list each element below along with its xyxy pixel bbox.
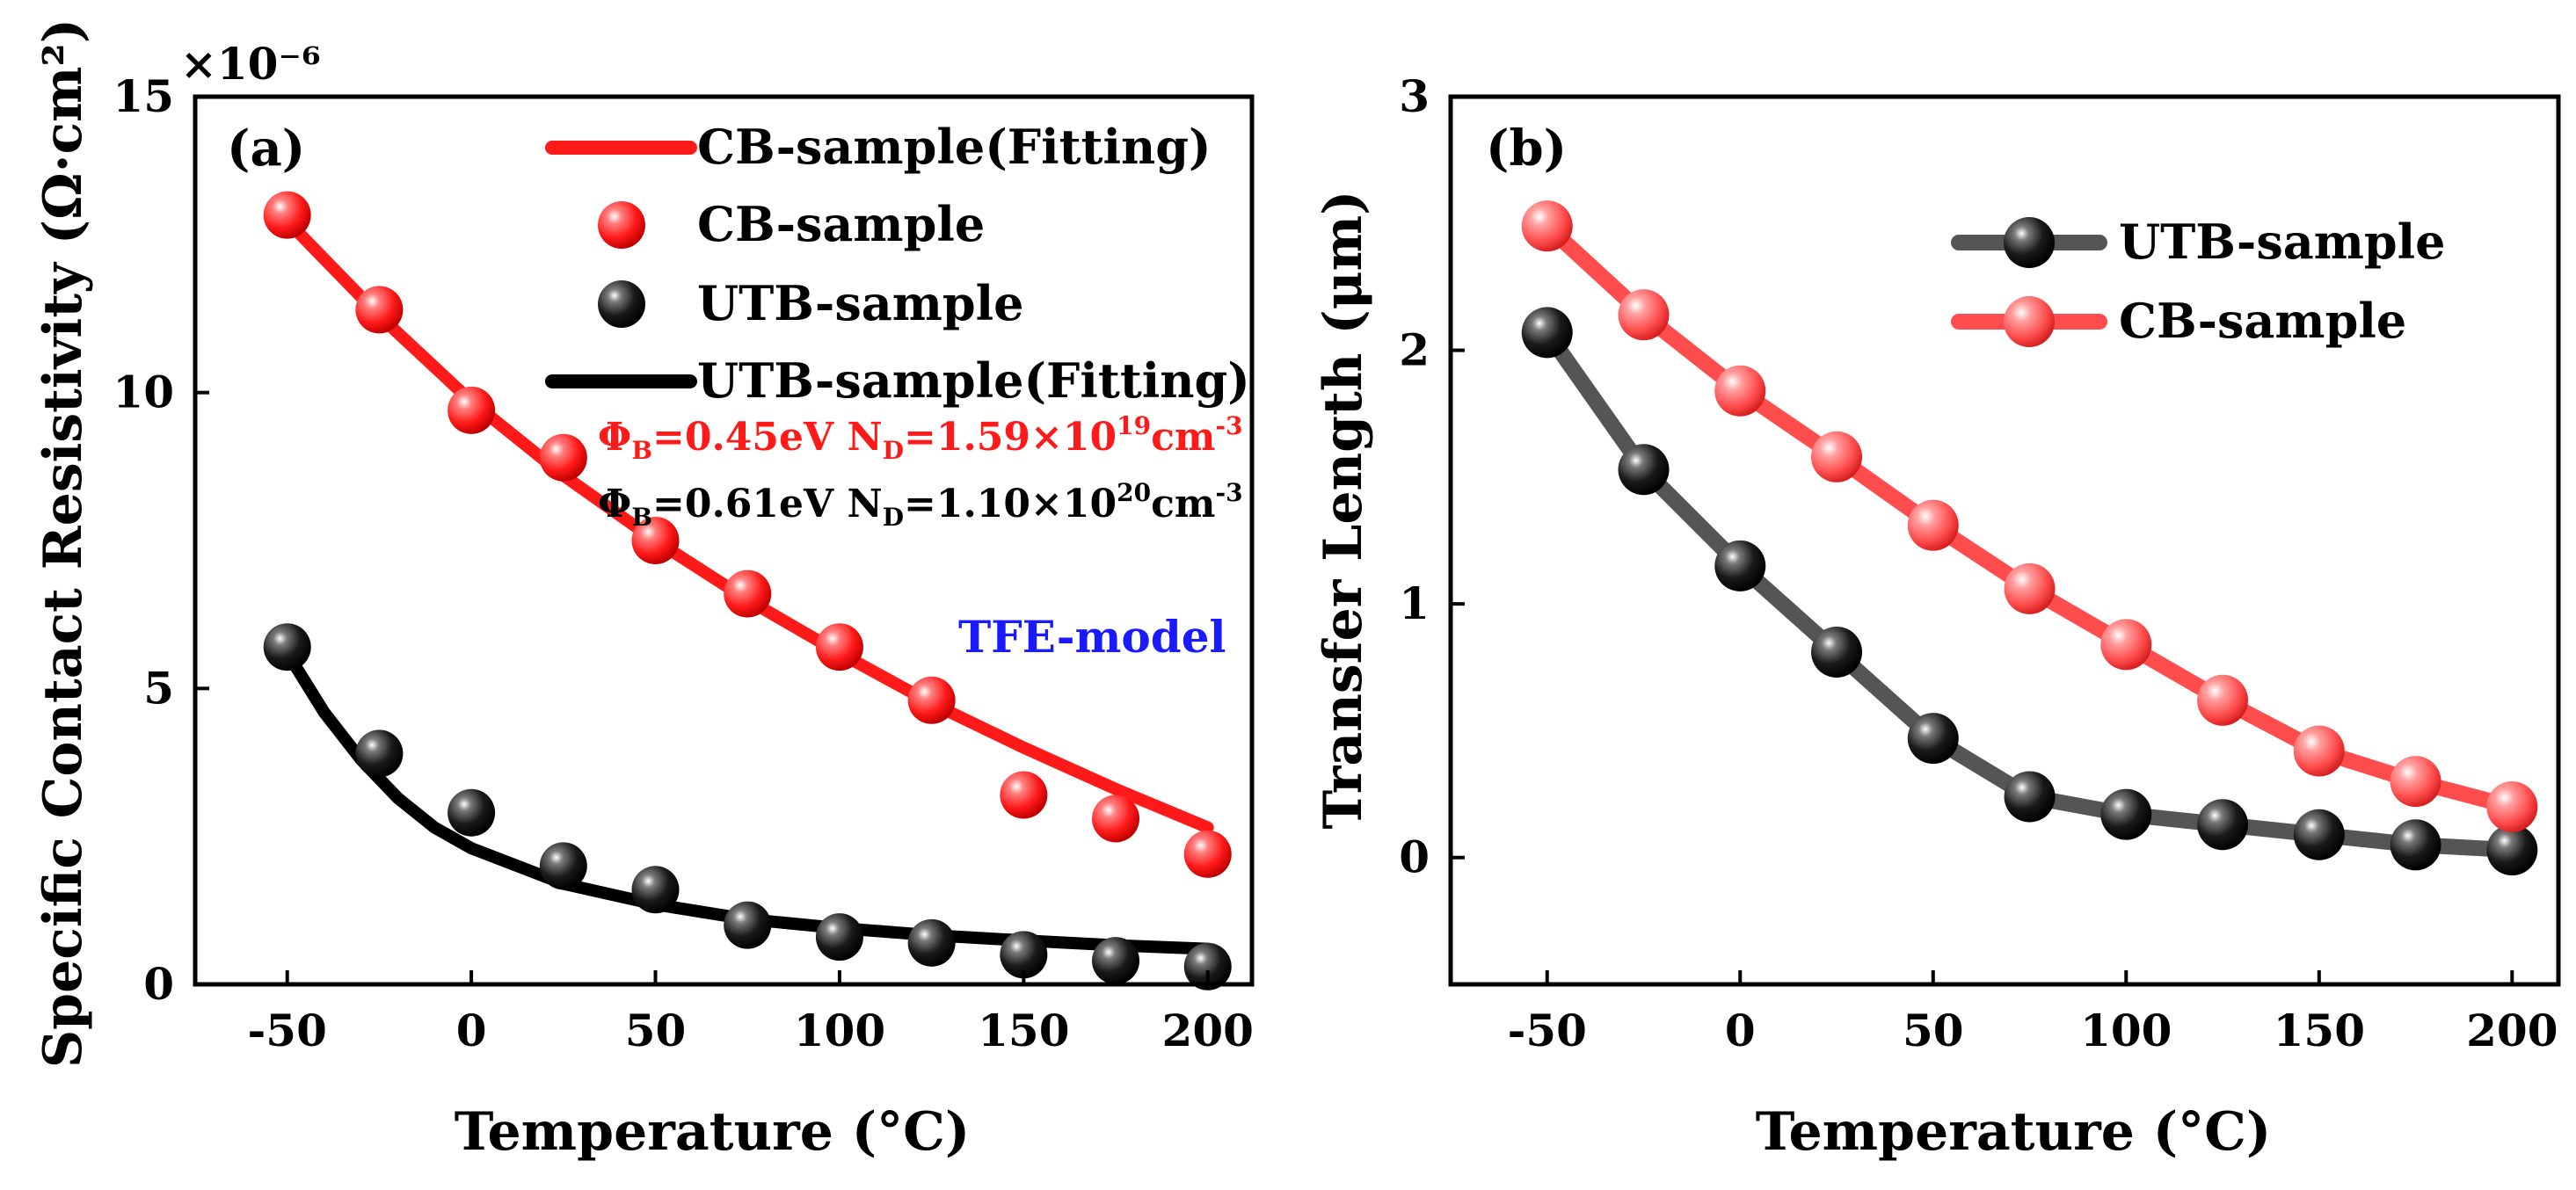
x-tick-label: 200 [1162, 1005, 1254, 1056]
cb-point [2100, 619, 2152, 671]
cb-point [2390, 756, 2441, 808]
cb-point [815, 623, 863, 671]
utb-point [2004, 771, 2056, 823]
cb-point [724, 570, 772, 618]
legend-b-utb-label: UTB-sample [2119, 214, 2446, 270]
cb-point [2004, 562, 2056, 614]
cb-point [907, 676, 956, 724]
cb-point [2197, 674, 2249, 726]
x-tick-label: 50 [1903, 1005, 1964, 1056]
cb-point [1907, 499, 1959, 551]
utb-point [448, 788, 496, 837]
y-tick-label: 2 [1399, 324, 1430, 376]
cb-point [1714, 365, 1766, 417]
utb-point [1000, 931, 1048, 979]
utb-point [1618, 444, 1670, 496]
utb-point [1714, 540, 1766, 591]
panel-a-label: (a) [227, 120, 305, 178]
panel-a-data-points [263, 191, 1232, 990]
legend-b-cb-marker [2004, 296, 2055, 347]
panel-a-x-axis-title: Temperature (°C) [455, 1101, 971, 1163]
cb-point [448, 386, 496, 434]
y-tick-label: 10 [113, 366, 174, 418]
x-tick-label: -50 [248, 1005, 327, 1056]
cb-point [1183, 830, 1232, 878]
x-tick-label: 0 [456, 1005, 487, 1056]
x-tick-label: 100 [794, 1005, 885, 1056]
utb-point [2390, 819, 2441, 871]
cb-point [631, 517, 680, 564]
cb-point [2486, 781, 2538, 832]
cb-point [1618, 289, 1670, 341]
panel-b-x-axis-title: Temperature (°C) [1756, 1101, 2272, 1163]
legend-utb-marker [598, 280, 645, 328]
y-tick-label: 5 [143, 662, 174, 714]
panel-a-ticks: -50 0 50 100 150 200 0 5 10 15 [113, 70, 1254, 1056]
utb-point [907, 918, 956, 967]
utb-point [1811, 626, 1863, 678]
utb-point [2486, 824, 2538, 876]
panel-a-y-multiplier: ×10⁻⁶ [180, 38, 321, 90]
legend-cb-label: CB-sample [697, 196, 985, 252]
utb-point [1907, 713, 1959, 765]
utb-point [631, 866, 680, 914]
utb-point [2197, 799, 2249, 851]
annotation-cb-params: ΦB=0.45eV ND=1.59×1019cm-3 [598, 411, 1243, 465]
panel-b-data-points [1521, 200, 2538, 876]
panel-b-y-axis-title: Transfer Length (μm) [1313, 190, 1374, 829]
y-tick-label: 1 [1399, 577, 1430, 629]
utb-point [1183, 942, 1232, 990]
utb-point [724, 901, 772, 949]
x-tick-label: 200 [2466, 1005, 2558, 1056]
utb-point [1521, 307, 1573, 359]
panel-b-plot-frame [1448, 94, 2561, 987]
panel-b-ticks: -50 0 50 100 150 200 0 1 2 3 [1399, 70, 2558, 1056]
legend-b-utb-marker [2004, 217, 2055, 268]
annotation-utb-params: ΦB=0.61eV ND=1.10×1020cm-3 [598, 478, 1243, 532]
cb-point [2293, 725, 2345, 777]
legend-cb-fit-label: CB-sample(Fitting) [697, 119, 1212, 175]
utb-point [2293, 809, 2345, 860]
cb-point [263, 191, 311, 239]
x-tick-label: -50 [1508, 1005, 1587, 1056]
x-tick-label: 50 [625, 1005, 687, 1056]
legend-utb-fit-label: UTB-sample(Fitting) [697, 352, 1250, 409]
legend-utb-label: UTB-sample [697, 275, 1024, 331]
cb-point [1000, 771, 1048, 819]
cb-point [355, 286, 404, 334]
panel-b-label: (b) [1486, 120, 1567, 178]
legend-b-cb-label: CB-sample [2119, 293, 2406, 349]
utb-point [815, 913, 863, 961]
x-tick-label: 150 [978, 1005, 1069, 1056]
utb-point [355, 729, 404, 778]
utb-point [539, 842, 587, 890]
utb-point [263, 623, 311, 671]
legend-cb-marker [598, 201, 645, 249]
annotation-tfe-model: TFE-model [958, 611, 1226, 663]
cb-point [539, 433, 587, 482]
y-tick-label: 3 [1399, 70, 1430, 122]
utb-point [1092, 937, 1140, 985]
x-tick-label: 100 [2080, 1005, 2172, 1056]
panel-a-plot-frame [193, 94, 1255, 987]
panel-b-chart: -50 0 50 100 150 200 0 1 2 3 (b) Temperature (°C)… [1313, 70, 2561, 1163]
cb-point [1092, 795, 1140, 843]
y-tick-label: 0 [1399, 831, 1430, 883]
x-tick-label: 150 [2274, 1005, 2365, 1056]
cb-point [1811, 431, 1863, 483]
cb-point [1521, 200, 1573, 252]
panel-a-y-axis-title: Specific Contact Resistivity (Ω·cm²) [33, 18, 94, 1068]
panel-b-legend: UTB-sample CB-sample [1951, 214, 2446, 349]
utb-point [2100, 788, 2152, 840]
y-tick-label: 0 [143, 958, 174, 1010]
x-tick-label: 0 [1725, 1005, 1756, 1056]
panel-a-chart: -50 0 50 100 150 200 0 5 10 15 (a) ×10⁻⁶ Temperat… [33, 18, 1255, 1163]
y-tick-label: 15 [113, 70, 174, 122]
panel-a-legend: CB-sample(Fitting) CB-sample UTB-sample … [545, 119, 1250, 409]
